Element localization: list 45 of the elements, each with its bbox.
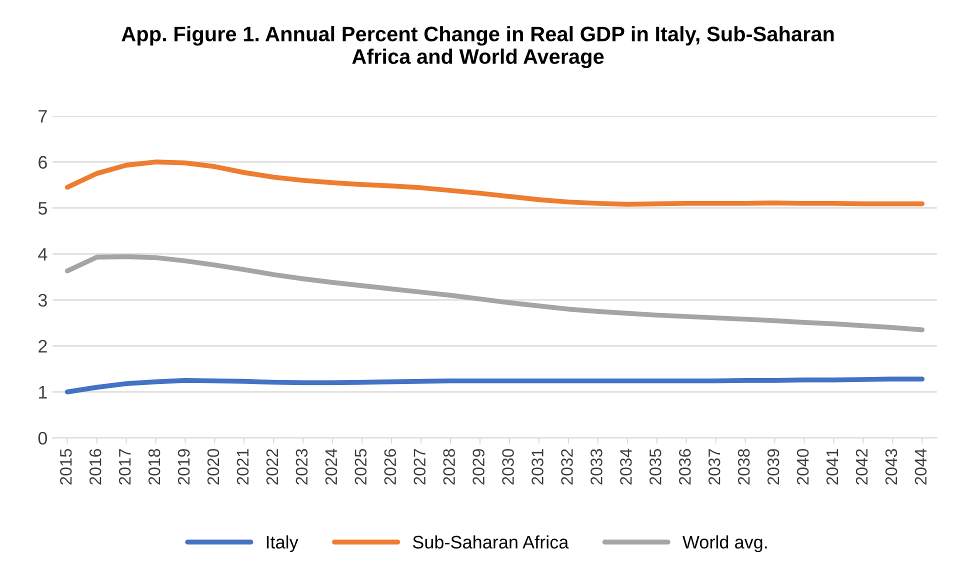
x-tick-label: 2025	[354, 449, 367, 485]
x-tick-label: 2043	[885, 449, 898, 485]
x-tick-label: 2023	[296, 449, 308, 485]
x-tick-label: 2030	[502, 448, 514, 485]
x-tick-label: 2019	[178, 449, 190, 485]
x-tick-label: 2041	[826, 449, 838, 485]
y-tick-label: 4	[38, 248, 48, 260]
x-tick-label: 2022	[266, 449, 278, 485]
chart-title: App. Figure 1. Annual Percent Change in Real GDP in Italy, Sub-Saharan Africa and World Average	[122, 26, 834, 68]
x-tick-label: 2032	[561, 449, 573, 485]
x-tick-label: 2024	[325, 448, 338, 485]
x-tick-label: 2027	[414, 449, 426, 485]
x-tick-label: 2031	[532, 449, 544, 485]
line-series	[64, 160, 925, 207]
legend-label: Sub-Saharan Africa	[412, 535, 569, 549]
x-tick-label: 2021	[236, 449, 249, 485]
x-tick-label: 2016	[89, 449, 102, 485]
x-tick-label: 2028	[443, 449, 455, 485]
x-tick-label: 2037	[708, 449, 720, 485]
x-tick-label: 2015	[60, 449, 72, 485]
x-tick-label: 2044	[914, 448, 927, 485]
x-tick-label: 2020	[207, 448, 220, 485]
x-tick-label: 2042	[856, 449, 868, 485]
y-tick-label: 6	[38, 156, 47, 169]
line-series	[64, 254, 925, 332]
x-tick-label: 2039	[767, 449, 780, 485]
line-series	[64, 376, 925, 394]
legend-label: Italy	[266, 535, 298, 552]
x-tick-label: 2038	[738, 449, 750, 485]
y-tick-label: 7	[38, 110, 47, 123]
y-tick-label: 5	[38, 202, 47, 215]
x-tick-label: 2035	[650, 449, 662, 485]
x-tick-label: 2018	[148, 449, 160, 485]
x-tick-label: 2026	[384, 449, 396, 485]
legend-label: World avg.	[682, 535, 767, 552]
x-tick-label: 2040	[796, 448, 809, 485]
y-tick-label: 1	[39, 386, 47, 398]
y-tick-label: 2	[38, 340, 47, 352]
x-tick-label: 2034	[620, 448, 632, 485]
x-tick-label: 2017	[118, 449, 131, 485]
y-tick-label: 0	[38, 432, 48, 445]
x-tick-label: 2029	[472, 449, 484, 485]
x-tick-label: 2036	[679, 449, 691, 485]
x-tick-label: 2033	[590, 449, 602, 485]
y-tick-label: 3	[38, 294, 47, 307]
